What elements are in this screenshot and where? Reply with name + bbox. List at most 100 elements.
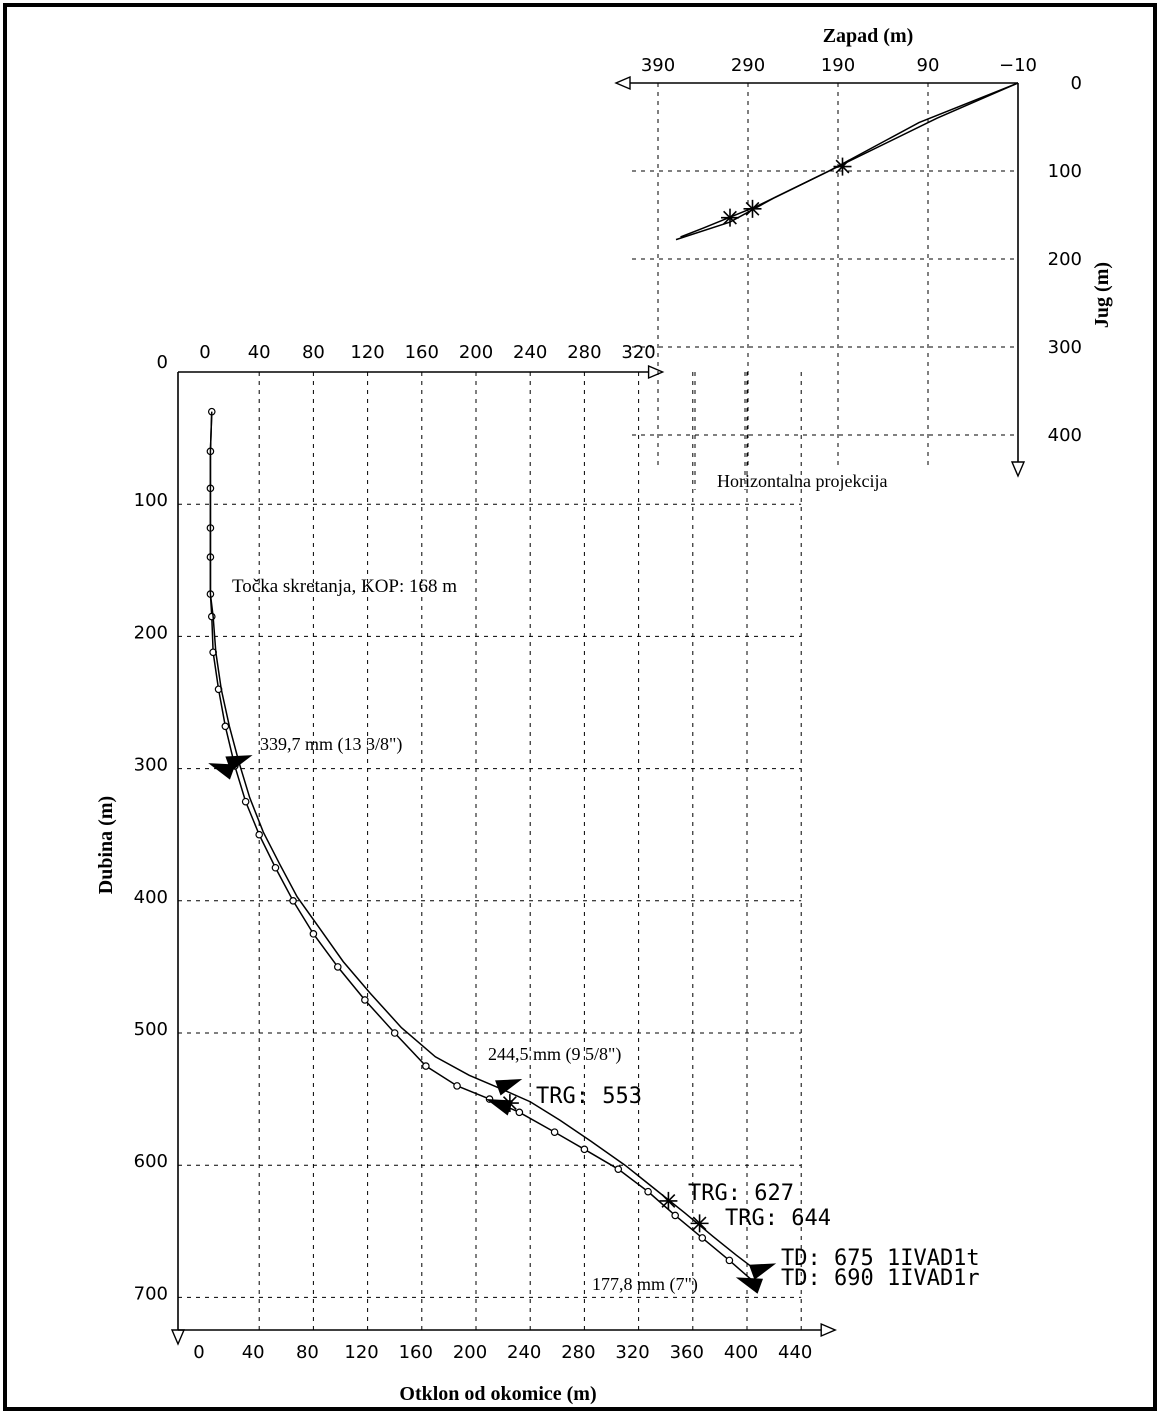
target-label-553: TRG: 553 (536, 1084, 642, 1109)
casing-marker-left (485, 1099, 514, 1116)
y-axis-label: Dubina (m) (95, 796, 117, 894)
casing-label-2: 244,5 mm (9 5/8") (488, 1044, 621, 1065)
hp-y-tick-label: 0 (1071, 73, 1082, 94)
x-tick-bottom-label: 320 (615, 1342, 649, 1363)
survey-point (453, 1082, 461, 1090)
hp-x-arrow (614, 75, 631, 91)
x-tick-bottom-label: 360 (670, 1342, 704, 1363)
hp-x-tick-label: 90 (917, 55, 940, 76)
hp-target-star-marker-stroke (723, 210, 737, 225)
hp-x-tick-label: 390 (641, 55, 675, 76)
survey-point (309, 930, 318, 938)
survey-point (644, 1187, 652, 1196)
hp-target-star-marker (833, 157, 852, 176)
y-tick-label: 400 (134, 887, 168, 908)
survey-point (241, 797, 250, 806)
x-tick-top-label: 0 (199, 342, 210, 363)
hp-x-tick-label: −10 (999, 55, 1037, 76)
outer-border (3, 3, 1157, 1411)
hp-y-axis-label: Jug (m) (1091, 262, 1113, 328)
survey-point (221, 722, 230, 731)
horizontal-projection-grid (632, 83, 1018, 490)
target-label-644: TRG: 644 (725, 1206, 831, 1231)
survey-point (361, 996, 369, 1004)
casing-marker-right (748, 1263, 777, 1280)
survey-point (422, 1062, 430, 1070)
survey-point (580, 1145, 589, 1154)
td-label-2: TD: 690 1IVAD1r (781, 1266, 980, 1291)
hp-x-tick-label: 290 (731, 55, 765, 76)
survey-point (698, 1234, 707, 1242)
x-tick-top-label: 240 (513, 342, 547, 363)
survey-point (671, 1211, 679, 1220)
survey-point (550, 1128, 559, 1136)
annotation-kop: Točka skretanja, KOP: 168 m (232, 576, 457, 597)
target-star-marker-stroke (661, 1193, 676, 1208)
x-tick-bottom-label: 0 (193, 1342, 204, 1363)
survey-point (333, 963, 342, 971)
horizontal-projection-axes (614, 75, 1026, 478)
x-axis-label: Otklon od okomice (m) (399, 1383, 596, 1405)
x-tick-bottom-label: 200 (453, 1342, 487, 1363)
vertical-section-markers (208, 755, 777, 1294)
survey-point (255, 830, 264, 839)
hp-y-tick-label: 100 (1048, 161, 1082, 182)
top-x-arrow (647, 364, 665, 380)
casing-marker-right (495, 1079, 523, 1096)
survey-point (515, 1108, 524, 1117)
td-label-1: TD: 675 1IVAD1t (781, 1246, 980, 1271)
horizontal-projection-markers (721, 157, 852, 227)
survey-point (725, 1256, 734, 1265)
target-label-627: TRG: 627 (688, 1181, 794, 1206)
casing-marker-left (735, 1277, 764, 1294)
hp-y-tick-label: 300 (1048, 337, 1082, 358)
target-star-marker (690, 1214, 709, 1233)
x-tick-top-label: 120 (350, 342, 384, 363)
hp-target-star-marker (743, 199, 762, 218)
y-tick-label: 500 (134, 1019, 168, 1040)
x-tick-bottom-label: 40 (242, 1342, 265, 1363)
hp-x-axis-label: Zapad (m) (823, 25, 914, 47)
survey-point (390, 1029, 399, 1037)
x-tick-bottom-label: 440 (778, 1342, 812, 1363)
hp-y-tick-label: 200 (1048, 249, 1082, 270)
y-tick-label: 0 (157, 352, 168, 373)
bottom-x-arrow (820, 1322, 837, 1338)
x-tick-bottom-label: 400 (724, 1342, 758, 1363)
hp-target-star-marker-stroke (835, 159, 850, 174)
x-tick-bottom-label: 280 (561, 1342, 595, 1363)
horizontal-projection-series (675, 82, 1019, 241)
y-tick-label: 100 (134, 490, 168, 511)
x-tick-bottom-label: 120 (344, 1342, 378, 1363)
y-tick-label: 300 (134, 755, 168, 776)
y-tick-label: 600 (134, 1151, 168, 1172)
horizontal-projection-ticks: 390 290 190 90 −10 0 100 200 300 400 (641, 55, 1082, 446)
x-tick-top-label: 200 (459, 342, 493, 363)
x-tick-top-label: 320 (621, 342, 655, 363)
x-tick-top-label: 160 (405, 342, 439, 363)
x-tick-bottom-label: 160 (399, 1342, 433, 1363)
casing-marker-left (208, 763, 236, 780)
survey-point (614, 1165, 623, 1173)
vertical-section-series (206, 407, 762, 1288)
target-star-marker-stroke (692, 1216, 707, 1231)
target-star-marker (659, 1191, 678, 1210)
vertical-section-axes (170, 364, 837, 1346)
vertical-section-ticks: 0 40 80 120 160 200 240 280 320 0 40 80 120 160 200 240… (134, 342, 813, 1363)
hp-x-tick-label: 190 (821, 55, 855, 76)
x-tick-top-label: 40 (248, 342, 271, 363)
x-tick-top-label: 280 (567, 342, 601, 363)
hp-y-tick-label: 400 (1048, 425, 1082, 446)
trajectory-line-2 (209, 411, 762, 1275)
x-tick-bottom-label: 80 (296, 1342, 319, 1363)
casing-label-3: 177,8 mm (7") (592, 1274, 698, 1295)
hp-target-star-marker (721, 208, 739, 227)
x-tick-top-label: 80 (302, 342, 325, 363)
survey-point (289, 896, 297, 905)
hp-title: Horizontalna projekcija (717, 471, 887, 491)
hp-target-star-marker-stroke (745, 201, 760, 216)
y-tick-label: 200 (134, 622, 168, 643)
y-tick-label: 700 (134, 1283, 168, 1304)
